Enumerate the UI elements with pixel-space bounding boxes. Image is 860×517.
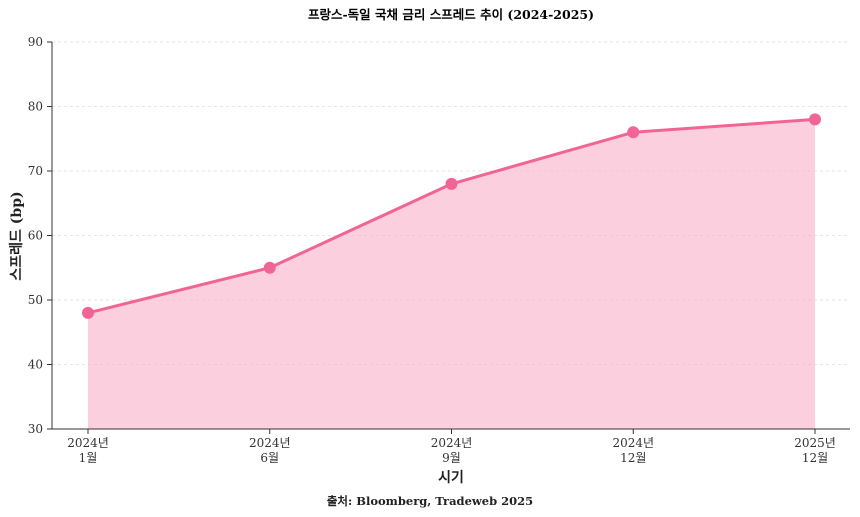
x-tick-label-line: 1월 xyxy=(79,451,98,465)
y-tick-label: 40 xyxy=(28,358,43,372)
y-tick-label: 60 xyxy=(28,229,43,243)
x-tick-label-line: 2025년 xyxy=(794,436,836,450)
x-tick-label-line: 2024년 xyxy=(249,436,291,450)
x-tick-label-line: 12월 xyxy=(802,451,828,465)
x-tick-label-line: 12월 xyxy=(620,451,646,465)
x-tick-label: 2024년 9월 xyxy=(431,436,473,465)
data-point xyxy=(627,126,640,139)
area-fill xyxy=(88,119,815,430)
x-tick-label: 2025년 12월 xyxy=(794,436,836,465)
x-tick-label-line: 9월 xyxy=(442,451,461,465)
x-tick-label-line: 2024년 xyxy=(67,436,109,450)
x-tick-label: 2024년 6월 xyxy=(249,436,291,465)
y-tick-label: 30 xyxy=(28,422,43,436)
y-tick-label: 50 xyxy=(28,293,43,307)
data-point xyxy=(809,113,821,126)
x-tick-label: 2024년 12월 xyxy=(612,436,654,465)
chart-title: 프랑스-독일 국채 금리 스프레드 추이 (2024-2025) xyxy=(308,7,594,22)
data-points xyxy=(82,113,821,319)
x-tick-label-line: 2024년 xyxy=(431,436,473,450)
source-note: 출처: Bloomberg, Tradeweb 2025 xyxy=(327,494,533,508)
axes xyxy=(47,41,850,434)
x-tick-label: 2024년 1월 xyxy=(67,436,109,465)
x-tick-label-line: 2024년 xyxy=(612,436,654,450)
x-tick-label-line: 6월 xyxy=(260,451,279,465)
y-axis-label: 스프레드 (bp) xyxy=(9,191,25,280)
y-tick-label: 80 xyxy=(28,100,43,114)
y-tick-labels: 30 40 50 60 70 80 90 xyxy=(28,35,43,436)
y-tick-label: 90 xyxy=(28,35,43,49)
x-axis-label: 시기 xyxy=(438,470,464,486)
data-point xyxy=(445,177,458,190)
data-point xyxy=(263,261,276,274)
y-tick-label: 70 xyxy=(28,164,43,178)
data-point xyxy=(82,306,94,319)
